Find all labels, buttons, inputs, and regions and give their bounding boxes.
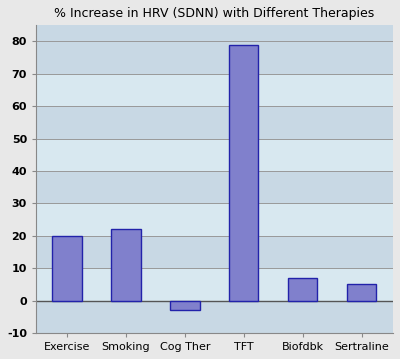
- Bar: [347, 284, 376, 300]
- Bar: [36, 171, 392, 204]
- Bar: [170, 300, 200, 310]
- Bar: [288, 278, 318, 300]
- Bar: [36, 42, 392, 74]
- Bar: [36, 106, 392, 139]
- Bar: [36, 236, 392, 268]
- Title: % Increase in HRV (SDNN) with Different Therapies: % Increase in HRV (SDNN) with Different …: [54, 7, 374, 20]
- Bar: [229, 45, 258, 300]
- Bar: [36, 204, 392, 236]
- Bar: [36, 74, 392, 106]
- Bar: [52, 236, 82, 300]
- Bar: [36, 300, 392, 333]
- Bar: [111, 229, 140, 300]
- Bar: [36, 139, 392, 171]
- Bar: [36, 268, 392, 300]
